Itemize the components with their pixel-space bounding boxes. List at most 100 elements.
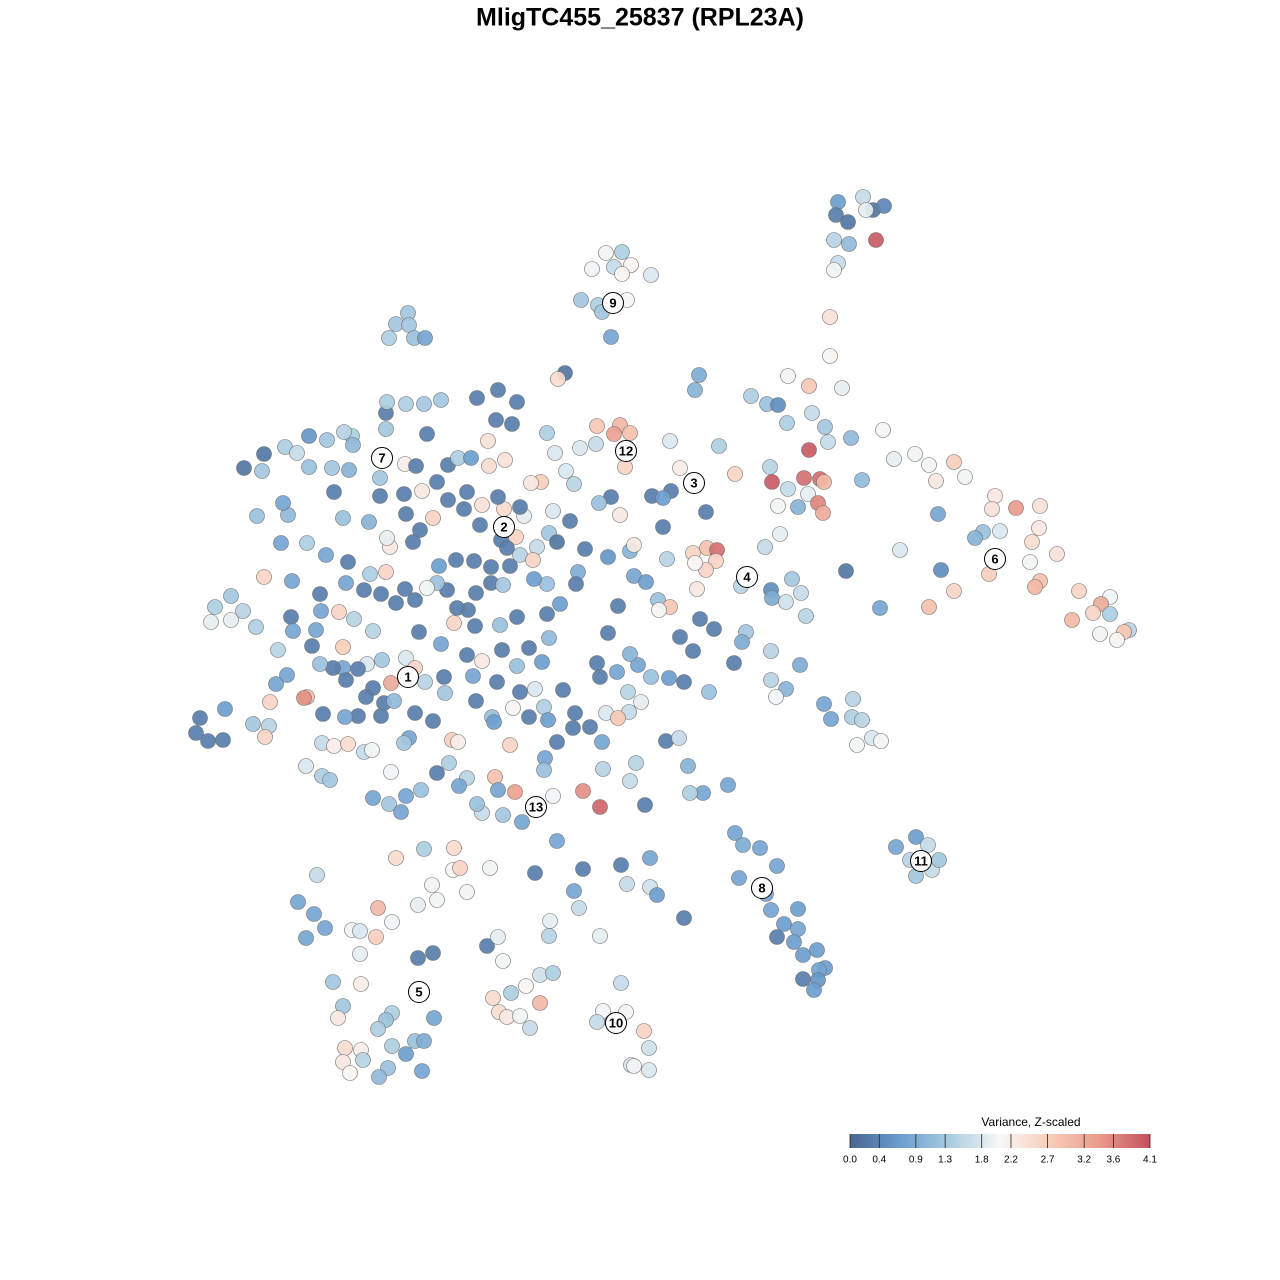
point bbox=[643, 267, 659, 283]
point bbox=[488, 412, 504, 428]
point bbox=[888, 839, 904, 855]
point bbox=[203, 614, 219, 630]
point bbox=[698, 504, 714, 520]
point bbox=[651, 602, 667, 618]
point bbox=[566, 883, 582, 899]
point bbox=[248, 619, 264, 635]
point bbox=[223, 612, 239, 628]
point bbox=[541, 928, 557, 944]
point bbox=[1024, 534, 1040, 550]
point bbox=[539, 606, 555, 622]
point bbox=[486, 714, 502, 730]
point bbox=[658, 733, 674, 749]
point bbox=[312, 656, 328, 672]
point bbox=[547, 445, 563, 461]
point bbox=[497, 452, 513, 468]
point bbox=[335, 1054, 351, 1070]
point bbox=[425, 945, 441, 961]
point bbox=[1032, 498, 1048, 514]
point bbox=[610, 598, 626, 614]
point bbox=[907, 446, 923, 462]
point bbox=[641, 1062, 657, 1078]
point bbox=[1071, 583, 1087, 599]
point bbox=[752, 840, 768, 856]
point bbox=[768, 689, 784, 705]
point bbox=[822, 348, 838, 364]
point bbox=[633, 694, 649, 710]
point bbox=[636, 1023, 652, 1039]
point bbox=[676, 910, 692, 926]
point bbox=[365, 623, 381, 639]
point bbox=[350, 708, 366, 724]
point bbox=[984, 501, 1000, 517]
point bbox=[256, 446, 272, 462]
point bbox=[245, 716, 261, 732]
point bbox=[568, 576, 584, 592]
point bbox=[649, 887, 665, 903]
point bbox=[527, 681, 543, 697]
point bbox=[469, 796, 485, 812]
point bbox=[626, 1058, 642, 1074]
point bbox=[495, 807, 511, 823]
point bbox=[425, 713, 441, 729]
point bbox=[279, 667, 295, 683]
point bbox=[355, 1052, 371, 1068]
point bbox=[417, 330, 433, 346]
point bbox=[396, 735, 412, 751]
point bbox=[361, 514, 377, 530]
point bbox=[384, 1038, 400, 1054]
point bbox=[577, 541, 593, 557]
cluster-marker bbox=[984, 548, 1006, 570]
point bbox=[946, 583, 962, 599]
point bbox=[487, 769, 503, 785]
point bbox=[405, 534, 421, 550]
point bbox=[499, 1009, 515, 1025]
point bbox=[698, 562, 714, 578]
point bbox=[527, 865, 543, 881]
point bbox=[273, 535, 289, 551]
point bbox=[873, 733, 889, 749]
point bbox=[335, 510, 351, 526]
point bbox=[612, 507, 628, 523]
point bbox=[374, 652, 390, 668]
point bbox=[340, 736, 356, 752]
cluster-label: 5 bbox=[415, 984, 422, 999]
point bbox=[467, 618, 483, 634]
point bbox=[345, 437, 361, 453]
point bbox=[512, 499, 528, 515]
point bbox=[592, 799, 608, 815]
point bbox=[379, 530, 395, 546]
point bbox=[600, 549, 616, 565]
point bbox=[691, 367, 707, 383]
point bbox=[769, 858, 785, 874]
point bbox=[685, 643, 701, 659]
cluster-label: 6 bbox=[991, 551, 998, 566]
point bbox=[780, 481, 796, 497]
point bbox=[284, 573, 300, 589]
point bbox=[1092, 626, 1108, 642]
point bbox=[619, 876, 635, 892]
point bbox=[598, 245, 614, 261]
point bbox=[816, 474, 832, 490]
point bbox=[381, 796, 397, 812]
point bbox=[532, 995, 548, 1011]
point bbox=[820, 434, 836, 450]
point bbox=[573, 292, 589, 308]
point bbox=[779, 415, 795, 431]
point bbox=[192, 710, 208, 726]
point bbox=[706, 621, 722, 637]
cluster-label: 3 bbox=[690, 475, 697, 490]
point bbox=[595, 761, 611, 777]
point bbox=[676, 674, 692, 690]
chart-title: MligTC455_25837 (RPL23A) bbox=[476, 4, 804, 32]
point bbox=[481, 458, 497, 474]
point bbox=[638, 574, 654, 590]
point bbox=[613, 857, 629, 873]
point bbox=[792, 657, 808, 673]
point bbox=[672, 460, 688, 476]
point bbox=[801, 378, 817, 394]
legend-tick-label: 2.2 bbox=[1004, 1155, 1018, 1166]
point bbox=[1008, 500, 1024, 516]
point bbox=[540, 712, 556, 728]
